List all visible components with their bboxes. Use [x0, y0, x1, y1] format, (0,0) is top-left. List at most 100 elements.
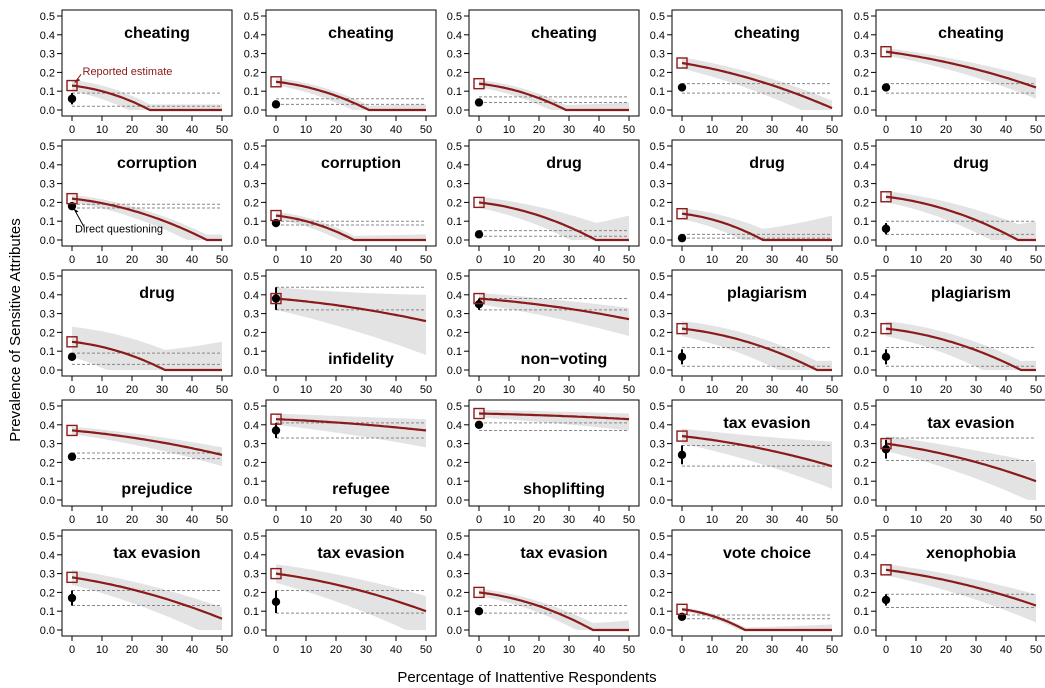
reported-marker [676, 430, 688, 442]
x-tick-label: 10 [503, 124, 515, 136]
x-tick-label: 40 [796, 124, 808, 136]
x-tick-label: 10 [910, 254, 922, 266]
x-tick-label: 40 [1000, 124, 1012, 136]
x-tick-label: 40 [796, 254, 808, 266]
x-tick-label: 40 [390, 124, 402, 136]
x-tick-label: 50 [826, 384, 838, 396]
x-tick-label: 20 [330, 124, 342, 136]
x-tick-label: 0 [69, 514, 75, 526]
x-tick-label: 50 [623, 124, 635, 136]
panel-21: 0.0 0.1 0.2 0.3 0.4 0.5 0 10 20 30 40 50 tax evasion [40, 529, 233, 656]
confidence-band [479, 79, 629, 110]
y-tick-label: 0.1 [854, 216, 869, 228]
x-tick-label: 20 [533, 254, 545, 266]
y-tick-label: 0.3 [650, 49, 665, 61]
panel-frame [265, 9, 437, 117]
estimate-line [885, 327, 1036, 372]
x-tick-label: 20 [533, 644, 545, 656]
panel-frame [61, 269, 233, 377]
x-tick-label: 20 [940, 644, 952, 656]
y-tick-label: 0.2 [854, 457, 869, 469]
panel-label: tax evasion [927, 415, 1014, 432]
y-tick-label: 0.3 [447, 49, 462, 61]
panel-frame [265, 269, 437, 377]
x-tick-label: 30 [360, 254, 372, 266]
x-tick-label: 50 [420, 644, 432, 656]
panel-frame [468, 139, 640, 247]
x-tick-label: 30 [156, 514, 168, 526]
x-tick-label: 50 [623, 254, 635, 266]
panel-label: tax evasion [723, 415, 810, 432]
reported-marker [270, 76, 282, 88]
direct-point [881, 595, 891, 605]
x-tick-label: 50 [1030, 514, 1042, 526]
y-tick-label: 0.5 [447, 531, 462, 543]
x-tick-label: 0 [883, 514, 889, 526]
estimate-line [681, 435, 833, 468]
estimate-line [275, 572, 427, 613]
x-tick-label: 10 [503, 514, 515, 526]
x-tick-label: 30 [563, 514, 575, 526]
x-tick-label: 40 [390, 514, 402, 526]
x-tick-label: 20 [736, 514, 748, 526]
y-tick-label: 0.4 [40, 420, 55, 432]
y-tick-label: 0.2 [447, 327, 462, 339]
panel-17: 0.0 0.1 0.2 0.3 0.4 0.5 0 10 20 30 40 50 refugee [244, 399, 437, 526]
y-tick-label: 0.3 [40, 179, 55, 191]
x-tick-label: 10 [706, 644, 718, 656]
x-tick-label: 40 [593, 514, 605, 526]
panel-frame [468, 529, 640, 637]
x-tick-label: 20 [330, 384, 342, 396]
panel-12: 0.0 0.1 0.2 0.3 0.4 0.5 0 10 20 30 40 50 infidelity [244, 269, 437, 396]
panel-label: xenophobia [926, 545, 1016, 562]
panel-frame [875, 529, 1045, 637]
y-tick-label: 0.4 [40, 160, 55, 172]
y-tick-label: 0.0 [854, 495, 869, 507]
panel-label: drug [546, 155, 582, 172]
direct-point [67, 94, 77, 103]
panel-8: 0.0 0.1 0.2 0.3 0.4 0.5 0 10 20 30 40 50 drug [447, 139, 640, 266]
panel-label: infidelity [328, 351, 394, 368]
x-tick-label: 50 [216, 384, 228, 396]
x-tick-label: 10 [96, 254, 108, 266]
y-tick-label: 0.1 [650, 346, 665, 358]
reported-marker [676, 207, 688, 220]
y-tick-label: 0.0 [40, 105, 55, 117]
y-tick-label: 0.5 [244, 141, 259, 153]
reported-marker [880, 437, 892, 450]
y-tick-label: 0.2 [447, 457, 462, 469]
direct-point [67, 452, 77, 461]
x-tick-label: 50 [1030, 124, 1042, 136]
y-tick-label: 0.4 [854, 550, 869, 562]
y-tick-label: 0.4 [447, 30, 462, 42]
x-tick-label: 0 [883, 644, 889, 656]
estimate-line [71, 340, 222, 372]
x-tick-label: 30 [766, 124, 778, 136]
y-tick-label: 0.2 [447, 587, 462, 599]
direct-point [881, 352, 891, 362]
x-tick-label: 20 [330, 514, 342, 526]
x-tick-label: 20 [736, 124, 748, 136]
confidence-band [276, 211, 426, 240]
y-tick-label: 0.0 [854, 365, 869, 377]
reported-marker [66, 336, 78, 348]
y-tick-label: 0.3 [854, 569, 869, 581]
panels-grid: 0.00.10.20.30.40.50 10 20 30 40 50cheating0.0… [40, 9, 1045, 656]
confidence-band [276, 564, 426, 630]
direct-point [474, 420, 484, 429]
y-tick-label: 0.5 [40, 401, 55, 413]
y-tick-label: 0.5 [650, 11, 665, 23]
y-tick-label: 0.1 [854, 476, 869, 488]
x-tick-label: 50 [216, 124, 228, 136]
y-tick-label: 0.4 [650, 290, 665, 302]
x-tick-label: 10 [300, 254, 312, 266]
panel-frame [875, 139, 1045, 247]
y-tick-label: 0.1 [40, 476, 55, 488]
estimate-line [681, 608, 832, 632]
x-tick-label: 30 [970, 514, 982, 526]
panel-frame [468, 269, 640, 377]
y-tick-label: 0.0 [447, 235, 462, 247]
arrow-head [74, 208, 79, 213]
x-tick-label: 20 [940, 384, 952, 396]
panel-label: refugee [332, 481, 390, 498]
